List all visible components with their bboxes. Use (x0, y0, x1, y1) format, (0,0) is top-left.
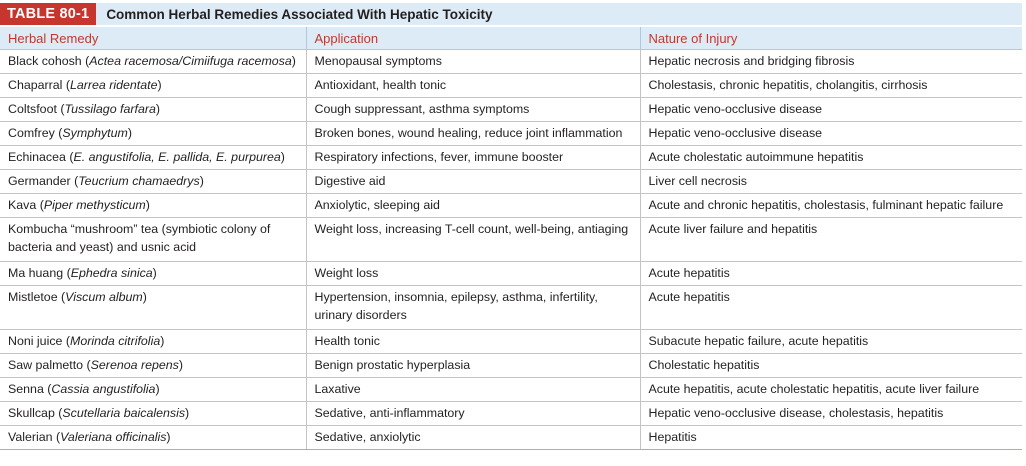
remedy-common-name: Saw palmetto (8, 358, 84, 372)
remedy-latin-name: Morinda citrifolia (70, 334, 161, 348)
application-cell: Weight loss, increasing T-cell count, we… (306, 217, 641, 262)
remedy-latin-name: Teucrium chamaedrys (78, 174, 200, 188)
nature-of-injury-cell: Hepatic necrosis and bridging fibrosis (640, 49, 1022, 74)
remedy-common-name: Chaparral (8, 78, 63, 92)
remedy-latin-name: Valeriana officinalis (60, 430, 167, 444)
remedy-common-name: Germander (8, 174, 71, 188)
column-header-herbal-remedy: Herbal Remedy (0, 27, 307, 50)
table-row: Senna (Cassia angustifolia) Laxative Acute… (0, 377, 1022, 402)
remedy-latin-name: Cassia angustifolia (51, 382, 156, 396)
application-cell: Antioxidant, health tonic (306, 73, 641, 98)
application-cell: Benign prostatic hyperplasia (306, 353, 641, 378)
column-header-application: Application (306, 27, 641, 50)
herbal-remedy-cell: Saw palmetto (Serenoa repens) (0, 353, 307, 378)
herbal-remedy-cell: Kava (Piper methysticum) (0, 193, 307, 218)
remedy-common-name: Noni juice (8, 334, 63, 348)
herbal-remedies-table: Herbal Remedy Application Nature of Inju… (0, 27, 1022, 450)
table-row: Skullcap (Scutellaria baicalensis) Sedati… (0, 401, 1022, 426)
remedy-common-name: Kombucha “mushroom” tea (symbiotic colon… (8, 222, 271, 254)
application-cell: Sedative, anti-inflammatory (306, 401, 641, 426)
herbal-remedy-cell: Mistletoe (Viscum album) (0, 285, 307, 330)
nature-of-injury-cell: Hepatic veno-occlusive disease, cholesta… (640, 401, 1022, 426)
herbal-remedy-cell: Noni juice (Morinda citrifolia) (0, 329, 307, 354)
remedy-latin-name: Viscum album (65, 290, 143, 304)
nature-of-injury-cell: Cholestatic hepatitis (640, 353, 1022, 378)
application-cell: Sedative, anxiolytic (306, 425, 641, 450)
table-row: Kava (Piper methysticum) Anxiolytic, slee… (0, 193, 1022, 218)
remedy-latin-name: E. angustifolia, E. pallida, E. purpurea (73, 150, 281, 164)
application-cell: Weight loss (306, 261, 641, 286)
remedy-latin-name: Piper methysticum (43, 198, 146, 212)
table-row: Saw palmetto (Serenoa repens) Benign pros… (0, 353, 1022, 378)
herbal-remedy-cell: Coltsfoot (Tussilago farfara) (0, 97, 307, 122)
application-cell: Anxiolytic, sleeping aid (306, 193, 641, 218)
remedy-common-name: Senna (8, 382, 44, 396)
nature-of-injury-cell: Cholestasis, chronic hepatitis, cholangi… (640, 73, 1022, 98)
application-cell: Health tonic (306, 329, 641, 354)
table-row: Germander (Teucrium chamaedrys) Digestive… (0, 169, 1022, 194)
nature-of-injury-cell: Hepatic veno-occlusive disease (640, 97, 1022, 122)
herbal-remedy-cell: Comfrey (Symphytum) (0, 121, 307, 146)
table-row: Coltsfoot (Tussilago farfara) Cough suppr… (0, 97, 1022, 122)
remedy-latin-name: Actea racemosa/Cimiifuga racemosa (89, 54, 292, 68)
application-cell: Menopausal symptoms (306, 49, 641, 74)
nature-of-injury-cell: Acute hepatitis (640, 261, 1022, 286)
remedy-latin-name: Scutellaria baicalensis (62, 406, 186, 420)
nature-of-injury-cell: Subacute hepatic failure, acute hepatiti… (640, 329, 1022, 354)
remedy-latin-name: Larrea ridentate (70, 78, 158, 92)
application-cell: Hypertension, insomnia, epilepsy, asthma… (306, 285, 641, 330)
nature-of-injury-cell: Hepatitis (640, 425, 1022, 450)
nature-of-injury-cell: Hepatic veno-occlusive disease (640, 121, 1022, 146)
table-row: Mistletoe (Viscum album) Hypertension, in… (0, 285, 1022, 330)
herbal-remedy-cell: Chaparral (Larrea ridentate) (0, 73, 307, 98)
remedy-latin-name: Serenoa repens (90, 358, 179, 372)
table-row: Ma huang (Ephedra sinica) Weight loss Acut… (0, 261, 1022, 286)
remedy-common-name: Coltsfoot (8, 102, 57, 116)
nature-of-injury-cell: Acute hepatitis (640, 285, 1022, 330)
table-title: Common Herbal Remedies Associated With H… (106, 6, 493, 22)
application-cell: Laxative (306, 377, 641, 402)
remedy-common-name: Kava (8, 198, 37, 212)
herbal-remedy-cell: Black cohosh (Actea racemosa/Cimiifuga r… (0, 49, 307, 74)
herbal-remedy-cell: Valerian (Valeriana officinalis) (0, 425, 307, 450)
application-cell: Respiratory infections, fever, immune bo… (306, 145, 641, 170)
table-title-bar: TABLE 80-1 Common Herbal Remedies Associ… (0, 3, 1022, 25)
table-number-label: TABLE 80-1 (0, 3, 97, 25)
table-row: Echinacea (E. angustifolia, E. pallida, … (0, 145, 1022, 170)
remedy-common-name: Black cohosh (8, 54, 82, 68)
herbal-remedy-cell: Germander (Teucrium chamaedrys) (0, 169, 307, 194)
application-cell: Cough suppressant, asthma symptoms (306, 97, 641, 122)
herbal-remedy-cell: Ma huang (Ephedra sinica) (0, 261, 307, 286)
herbal-remedy-cell: Kombucha “mushroom” tea (symbiotic colon… (0, 217, 307, 262)
remedy-latin-name: Symphytum (62, 126, 128, 140)
remedy-common-name: Mistletoe (8, 290, 58, 304)
remedy-common-name: Ma huang (8, 266, 64, 280)
table-row: Valerian (Valeriana officinalis) Sedative… (0, 425, 1022, 450)
table-row: Chaparral (Larrea ridentate) Antioxidant,… (0, 73, 1022, 98)
table-row: Comfrey (Symphytum) Broken bones, wound h… (0, 121, 1022, 146)
application-cell: Digestive aid (306, 169, 641, 194)
table-header-row: Herbal Remedy Application Nature of Inju… (0, 27, 1022, 50)
remedy-latin-name: Ephedra sinica (70, 266, 153, 280)
remedy-common-name: Comfrey (8, 126, 55, 140)
table-row: Black cohosh (Actea racemosa/Cimiifuga r… (0, 49, 1022, 74)
nature-of-injury-cell: Acute and chronic hepatitis, cholestasis… (640, 193, 1022, 218)
nature-of-injury-cell: Acute hepatitis, acute cholestatic hepat… (640, 377, 1022, 402)
nature-of-injury-cell: Liver cell necrosis (640, 169, 1022, 194)
herbal-remedy-cell: Skullcap (Scutellaria baicalensis) (0, 401, 307, 426)
nature-of-injury-cell: Acute liver failure and hepatitis (640, 217, 1022, 262)
column-header-nature-of-injury: Nature of Injury (640, 27, 1022, 50)
table-row: Noni juice (Morinda citrifolia) Health to… (0, 329, 1022, 354)
herbal-remedy-cell: Senna (Cassia angustifolia) (0, 377, 307, 402)
remedy-common-name: Valerian (8, 430, 53, 444)
remedy-latin-name: Tussilago farfara (64, 102, 156, 116)
remedy-common-name: Echinacea (8, 150, 66, 164)
table-row: Kombucha “mushroom” tea (symbiotic colon… (0, 217, 1022, 262)
application-cell: Broken bones, wound healing, reduce join… (306, 121, 641, 146)
table-body: Black cohosh (Actea racemosa/Cimiifuga r… (0, 49, 1022, 450)
herbal-remedy-cell: Echinacea (E. angustifolia, E. pallida, … (0, 145, 307, 170)
remedy-common-name: Skullcap (8, 406, 55, 420)
nature-of-injury-cell: Acute cholestatic autoimmune hepatitis (640, 145, 1022, 170)
